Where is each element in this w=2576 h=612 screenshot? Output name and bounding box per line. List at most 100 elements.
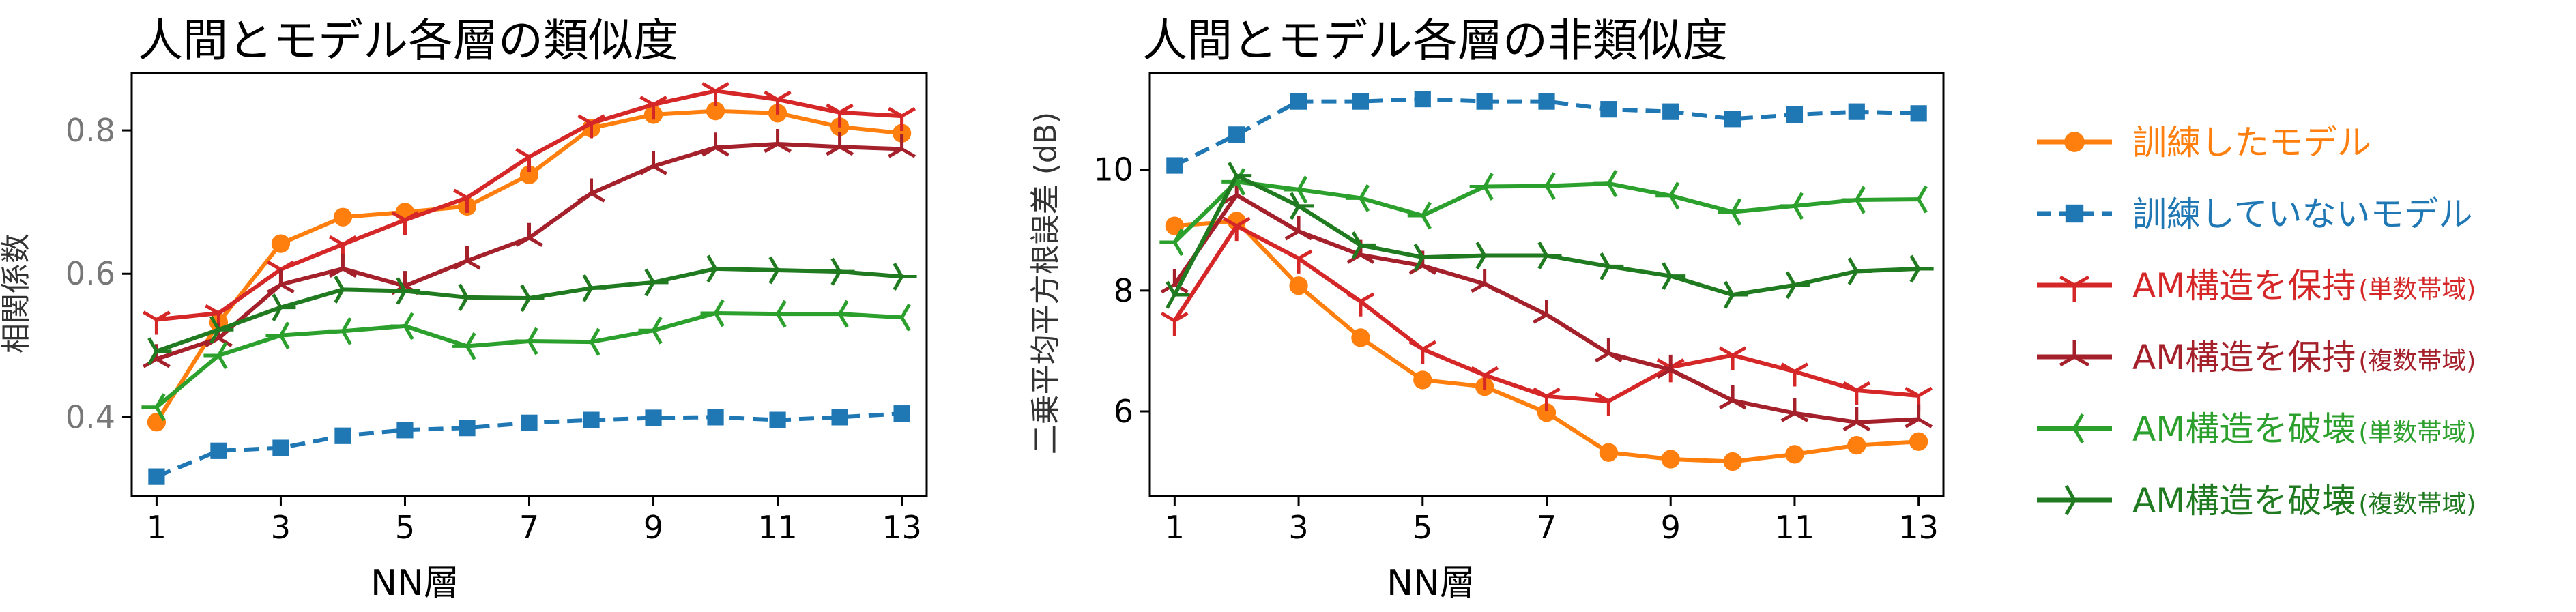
data-point [888,134,916,158]
x-tick-label: 3 [271,509,291,546]
data-point [143,310,171,335]
legend-label: AM構造を保持 (複数帯域) [2132,338,2476,377]
data-point [1476,93,1493,110]
legend-label: 訓練したモデル [2132,123,2371,162]
data-point [1594,392,1623,416]
data-point [267,269,295,294]
data-point [888,106,916,132]
x-tick-label: 9 [643,509,663,546]
data-point [1413,243,1438,272]
data-point [1475,242,1500,269]
legend-item-am_break_single: AM構造を破壊 (単数帯域) [2037,409,2476,449]
data-point [265,321,290,349]
data-point [1538,93,1555,110]
y-tick-label: 6 [1114,393,1133,430]
data-point [452,332,476,360]
legend-marker [2064,484,2091,516]
data-point [1284,249,1313,274]
series-group-similarity [141,82,917,485]
x-tick-label: 5 [395,509,415,546]
data-point [1165,216,1184,235]
data-point [1537,403,1557,422]
data-point [577,178,605,203]
plot-frame-similarity [130,72,928,497]
data-point [1780,398,1809,422]
data-point [1718,385,1747,410]
data-point [1228,126,1245,143]
data-point [639,151,667,175]
chart-title-dissimilarity: 人間とモデル各層の非類似度 [1142,14,1728,67]
legend-marker [2064,132,2085,152]
data-point [639,96,667,120]
data-point [1594,338,1623,363]
series-am_keep_multi [143,129,916,368]
data-point [1656,354,1685,379]
data-point [1531,172,1556,201]
series-trained [1165,212,1928,471]
legend-item-am_break_multi: AM構造を破壊 (複数帯域) [2037,481,2476,521]
data-point [1160,269,1189,294]
x-tick-label: 7 [1537,509,1557,546]
data-point [1284,175,1308,204]
data-point [1471,366,1499,390]
data-point [396,422,414,439]
data-point [1655,181,1680,210]
data-point [1662,103,1679,120]
data-point [1718,198,1742,227]
data-point [1289,276,1308,295]
data-point [1600,101,1617,118]
data-point [1345,184,1370,212]
data-point [638,316,663,345]
data-point [334,275,358,304]
data-point [1160,311,1189,336]
y-tick-label: 0.6 [66,255,115,292]
axis-ticks-similarity: 1 3 5 7 9 11 130.40.60.8 [66,112,922,546]
data-point [764,129,792,154]
data-point [762,300,787,328]
data-point [1351,328,1370,347]
x-tick-label: 13 [882,509,922,546]
x-tick-label: 7 [519,509,539,546]
data-point [764,90,792,115]
legend-marker [2059,275,2090,302]
y-axis-label-similarity: 相関係数 [0,233,33,353]
legend-item-am_keep_single: AM構造を保持 (単数帯域) [2037,266,2476,306]
data-point [1718,346,1747,370]
data-point [453,246,481,270]
data-point [1785,271,1810,300]
data-point [1847,435,1866,455]
data-point [329,253,357,278]
data-point [1785,445,1804,464]
data-point [1909,432,1928,451]
panel-dissimilarity: 人間とモデル各層の非類似度 二乗平均平方根誤差 (dB) NN層 1 3 5 7 9 11… [1028,14,1945,604]
data-point [1290,93,1307,110]
data-point [826,132,854,156]
data-point [458,283,482,312]
data-point [396,277,420,305]
series-untrained [1166,90,1927,174]
data-point [830,257,855,286]
data-point [583,411,600,428]
series-am_break_single [1159,168,1928,257]
data-point [521,414,538,431]
x-tick-label: 9 [1661,509,1681,546]
series-am_break_single [141,299,911,422]
series-group-dissimilarity [1159,90,1934,471]
data-point [1786,106,1804,123]
data-point [141,393,166,422]
data-point [1533,387,1561,411]
data-point [203,341,228,370]
data-point [1408,340,1437,364]
data-point [1351,231,1376,259]
x-tick-label: 11 [1775,509,1815,546]
x-tick-label: 11 [757,509,798,546]
series-am_keep_multi [1160,179,1933,432]
legend-item-am_keep_multi: AM構造を保持 (複数帯域) [2037,338,2476,377]
data-point [1159,228,1184,257]
y-tick-label: 10 [1093,151,1133,188]
legend-item-trained: 訓練したモデル [2037,123,2371,162]
legend-marker [2065,204,2084,223]
data-point [1905,404,1933,428]
